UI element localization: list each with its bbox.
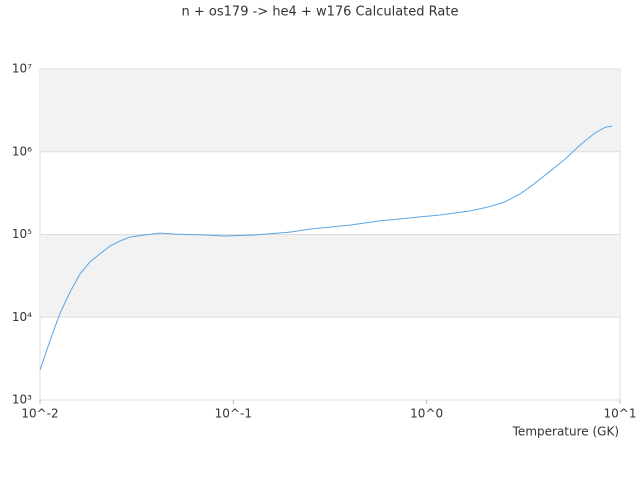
y-tick-label: 10⁶ <box>12 144 32 158</box>
y-tick-label: 10⁷ <box>12 62 32 76</box>
chart-title: n + os179 -> he4 + w176 Calculated Rate <box>182 5 459 20</box>
y-tick-label: 10⁴ <box>12 310 32 324</box>
x-tick-label: 10^1 <box>604 407 637 421</box>
x-tick-label: 10^-1 <box>215 407 252 421</box>
y-tick-label: 10⁵ <box>12 227 32 241</box>
grid-band <box>40 234 620 318</box>
y-tick-label: 10³ <box>12 393 32 407</box>
line-series <box>39 125 613 371</box>
x-tick-label: 10^0 <box>410 407 443 421</box>
x-axis-label: Temperature (GK) <box>512 425 619 439</box>
grid-band <box>40 69 620 152</box>
x-tick-label: 10^-2 <box>21 407 58 421</box>
